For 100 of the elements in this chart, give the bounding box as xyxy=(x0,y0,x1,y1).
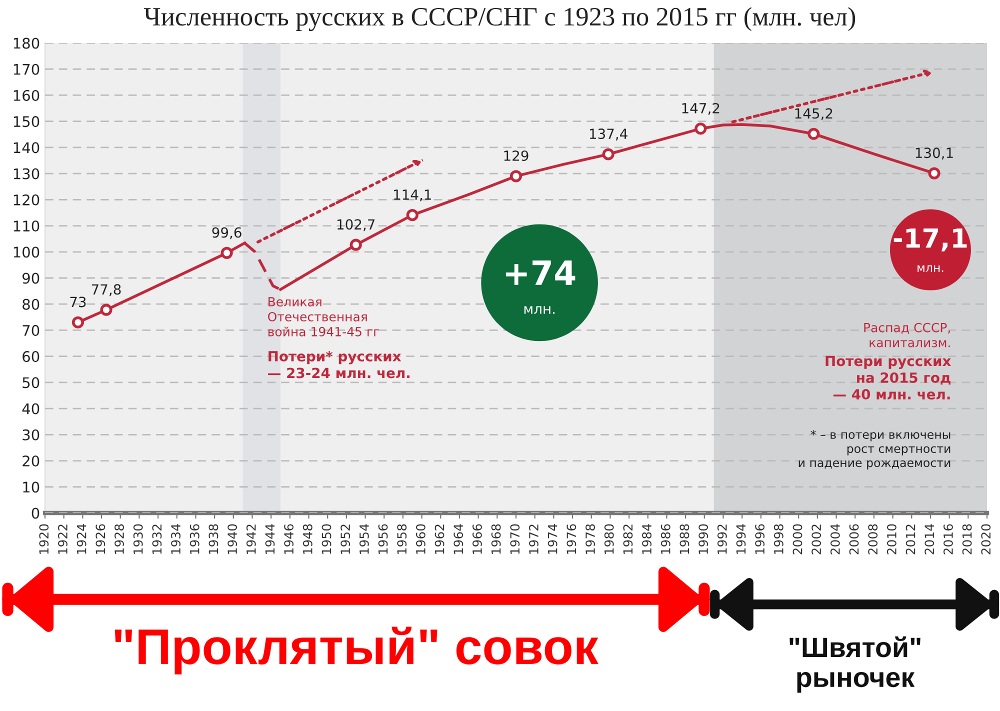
x-tick-label: 1948 xyxy=(302,524,312,554)
y-tick-label: 40 xyxy=(22,403,40,414)
x-tick-label: 1966 xyxy=(472,524,482,554)
x-tick-label: 2016 xyxy=(943,524,953,554)
x-tick-label: 1996 xyxy=(755,524,765,554)
y-tick-label: 10 xyxy=(23,482,40,493)
y-tick-label: 90 xyxy=(22,272,40,284)
annotation: -17,1 xyxy=(894,228,967,252)
y-tick-label: 150 xyxy=(14,116,40,128)
point xyxy=(694,122,707,135)
text: "Швятой" рыночек xyxy=(790,636,920,693)
annotation: Великая Отечественная война 1941-45 гг xyxy=(268,297,379,336)
x-tick-label: 2010 xyxy=(886,524,896,554)
data-label: 145,2 xyxy=(795,108,832,120)
x-tick-label: 2018 xyxy=(962,524,972,554)
y-tick-label: 110 xyxy=(14,220,40,232)
x-tick-label: 2012 xyxy=(906,524,916,554)
x-tick-label: 2014 xyxy=(924,524,934,554)
data-label: 147,2 xyxy=(682,102,720,115)
data-label: 137,4 xyxy=(590,128,628,140)
point xyxy=(220,246,233,259)
x-tick-label: 1920 xyxy=(39,524,49,554)
x-tick-label: 2020 xyxy=(981,524,991,554)
x-tick-label: 1922 xyxy=(58,524,68,554)
x-tick-label: 1984 xyxy=(642,524,652,554)
annotation: млн. xyxy=(918,265,944,272)
x-tick-label: 1936 xyxy=(190,524,200,554)
annotation: Распад СССР, капитализм. xyxy=(864,322,950,348)
x-tick-label: 2002 xyxy=(812,524,822,554)
x-tick-label: 1976 xyxy=(566,524,576,554)
x-tick-label: 1988 xyxy=(680,524,690,554)
x-tick-label: 1990 xyxy=(698,524,708,554)
annotation: млн. xyxy=(524,306,554,314)
y-tick-label: 50 xyxy=(22,377,40,388)
data-label: 99,6 xyxy=(212,227,242,240)
point xyxy=(100,304,112,316)
x-tick-label: 1944 xyxy=(265,524,275,554)
point xyxy=(928,167,940,180)
x-tick-label: 1970 xyxy=(510,524,520,554)
x-tick-label: 1946 xyxy=(284,524,294,554)
x-tick-label: 2000 xyxy=(792,524,802,554)
data-label: 114,1 xyxy=(394,190,431,202)
x-tick-label: 1986 xyxy=(660,524,670,554)
point xyxy=(602,148,614,160)
x-tick-label: 1992 xyxy=(717,524,727,554)
annotation: Потери русских на 2015 год — 40 млн. чел. xyxy=(826,356,951,400)
x-tick-label: 1956 xyxy=(378,524,388,554)
x-tick-label: 2008 xyxy=(868,524,878,554)
x-tick-label: 1962 xyxy=(434,524,444,554)
x-tick-label: 1968 xyxy=(491,524,501,554)
annotation: +74 xyxy=(506,260,576,285)
data-label: 130,1 xyxy=(916,148,953,160)
x-tick-label: 1958 xyxy=(397,524,407,554)
y-tick-label: 60 xyxy=(22,351,40,362)
point xyxy=(406,209,418,222)
data-label: 129 xyxy=(504,150,528,161)
x-tick-label: 1980 xyxy=(604,524,614,554)
y-tick-label: 80 xyxy=(22,298,40,310)
x-tick-label: 1934 xyxy=(171,524,181,554)
y-tick-label: 30 xyxy=(22,429,40,440)
point xyxy=(72,316,84,328)
annotation: Потери* русских — 23-24 млн. чел. xyxy=(268,350,410,378)
x-tick-label: 1926 xyxy=(96,524,106,554)
x-tick-label: 1950 xyxy=(322,524,332,554)
y-tick-label: 0 xyxy=(32,508,40,519)
point xyxy=(808,128,820,140)
y-tick-label: 20 xyxy=(22,455,40,467)
x-tick-label: 1938 xyxy=(208,524,218,554)
x-tick-label: 1940 xyxy=(228,524,238,554)
data-label: 102,7 xyxy=(338,219,375,232)
y-tick-label: 170 xyxy=(14,64,40,75)
x-tick-label: 1974 xyxy=(548,524,558,554)
x-tick-label: 2004 xyxy=(830,524,840,554)
point xyxy=(510,170,522,182)
annotation: * – в потери включены рост смертности и падение рождаемости xyxy=(798,430,950,470)
x-tick-label: 2006 xyxy=(849,524,859,554)
x-tick-label: 1994 xyxy=(736,524,746,554)
data-label: 73 xyxy=(70,296,86,308)
x-tick-label: 1964 xyxy=(454,524,464,554)
y-tick-label: 180 xyxy=(14,38,40,49)
y-tick-label: 130 xyxy=(14,168,40,180)
x-tick-label: 1952 xyxy=(340,524,350,554)
x-tick-label: 1982 xyxy=(623,524,633,554)
data-label: 77,8 xyxy=(92,284,121,296)
x-tick-label: 1998 xyxy=(774,524,784,554)
x-tick-label: 1960 xyxy=(416,524,426,554)
x-tick-label: 1954 xyxy=(359,524,369,554)
x-tick-label: 1930 xyxy=(133,524,143,554)
point xyxy=(350,238,362,251)
y-tick-label: 70 xyxy=(22,324,40,336)
x-tick-label: 1924 xyxy=(76,524,86,554)
x-tick-label: 1928 xyxy=(114,524,124,554)
x-tick-label: 1972 xyxy=(529,524,538,554)
x-tick-label: 1942 xyxy=(246,524,256,554)
text: "Проклятый" совок xyxy=(114,626,598,674)
chart-title: Численность русских в СССР/СНГ с 1923 по 2015 гг (млн. чел) xyxy=(144,7,856,32)
y-tick-label: 100 xyxy=(14,246,40,258)
y-tick-label: 120 xyxy=(14,194,40,206)
y-tick-label: 140 xyxy=(14,142,40,154)
x-tick-label: 1978 xyxy=(586,524,595,554)
